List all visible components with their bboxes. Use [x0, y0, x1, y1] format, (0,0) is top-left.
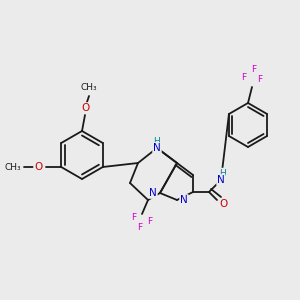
Text: F: F: [147, 218, 153, 226]
Text: O: O: [81, 103, 89, 113]
Text: O: O: [34, 162, 42, 172]
Text: F: F: [137, 224, 142, 232]
Text: CH₃: CH₃: [5, 163, 22, 172]
Text: N: N: [153, 143, 161, 153]
Text: H: H: [219, 169, 225, 178]
Text: H: H: [154, 136, 160, 146]
Text: N: N: [180, 195, 188, 205]
Text: F: F: [257, 74, 262, 83]
Text: F: F: [251, 64, 256, 74]
Text: N: N: [217, 175, 225, 185]
Text: O: O: [219, 199, 227, 209]
Text: CH₃: CH₃: [81, 83, 97, 92]
Text: F: F: [131, 214, 136, 223]
Text: F: F: [242, 73, 247, 82]
Text: N: N: [149, 188, 157, 198]
